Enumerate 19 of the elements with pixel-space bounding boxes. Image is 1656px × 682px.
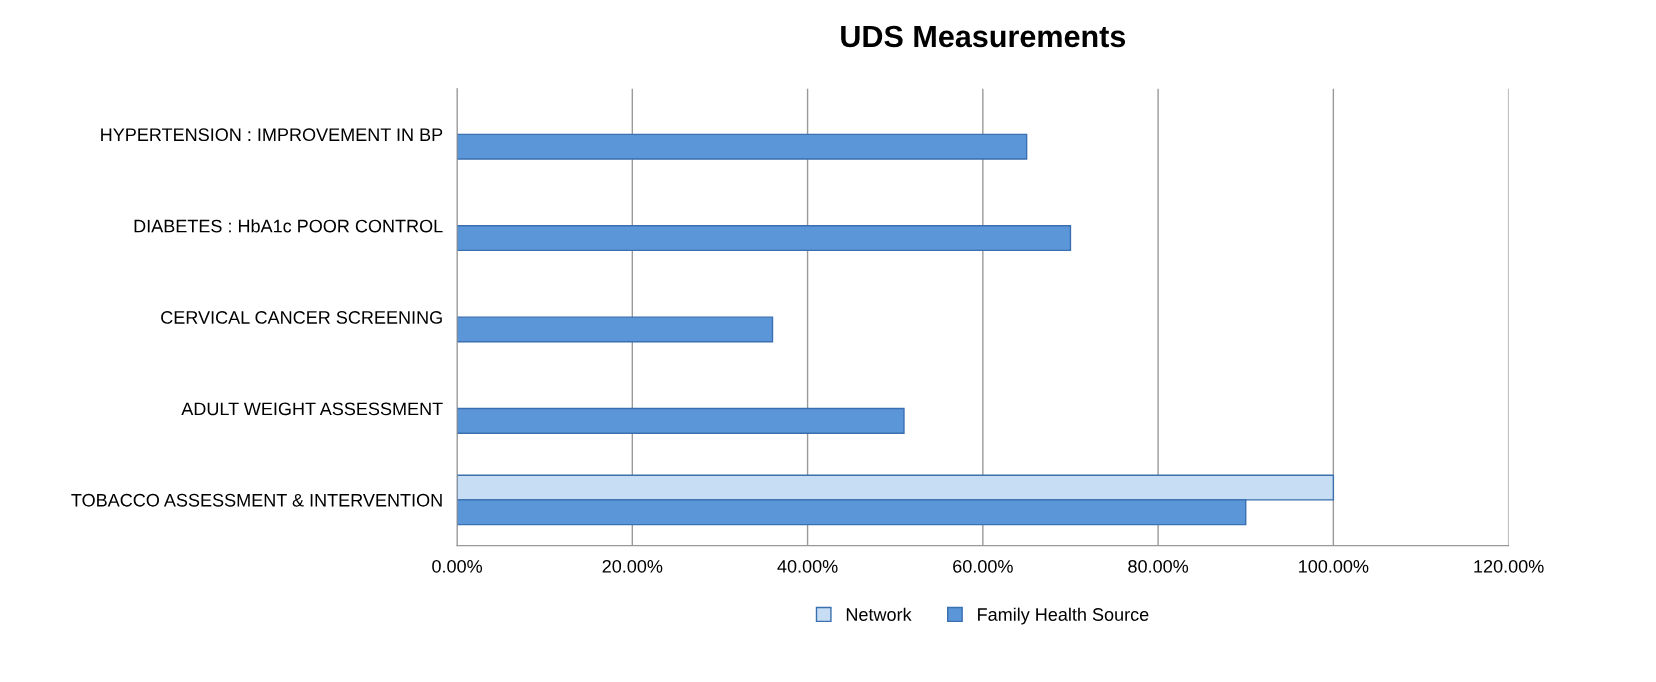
y-tick-label: ADULT WEIGHT ASSESSMENT: [181, 402, 443, 416]
x-tick-label: 0.00%: [432, 559, 483, 573]
y-tick-label: TOBACCO ASSESSMENT & INTERVENTION: [71, 493, 442, 507]
x-tick-label: 120.00%: [1474, 559, 1544, 573]
x-tick-label: 20.00%: [602, 559, 663, 573]
bar: [457, 407, 905, 434]
x-tick-label: 100.00%: [1299, 559, 1369, 573]
bar: [457, 225, 1072, 252]
bar: [457, 133, 1028, 160]
x-tick-label: 60.00%: [953, 559, 1013, 573]
x-tick-label: 80.00%: [1128, 559, 1189, 573]
x-tick-label: 40.00%: [777, 559, 838, 573]
chart-title: UDS Measurements: [841, 25, 1126, 48]
bar: [457, 316, 774, 343]
legend-label: Family Health Source: [978, 607, 1149, 625]
y-tick-label: DIABETES : HbA1c POOR CONTROL: [134, 219, 443, 233]
y-tick-label: HYPERTENSION : IMPROVEMENT IN BP: [101, 128, 443, 142]
legend-label: Network: [846, 607, 912, 621]
y-tick-label: CERVICAL CANCER SCREENING: [161, 311, 442, 324]
